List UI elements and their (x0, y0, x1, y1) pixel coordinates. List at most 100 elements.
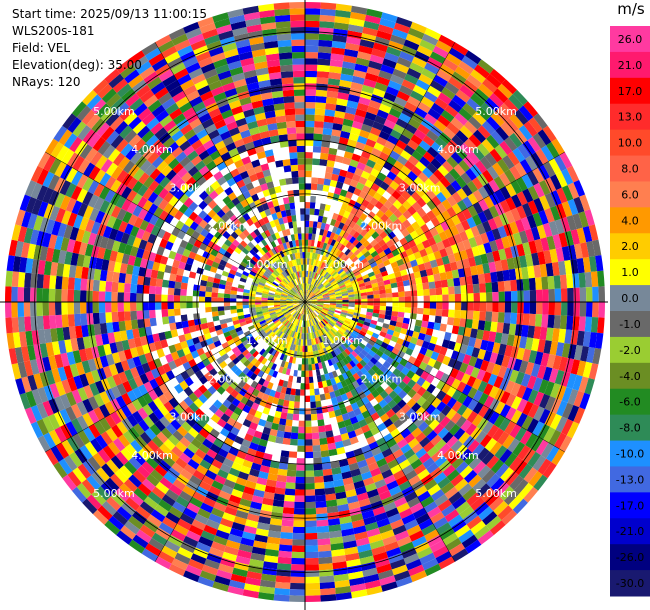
velocity-gate (391, 564, 408, 576)
velocity-gate (256, 444, 267, 453)
velocity-gate (242, 327, 250, 334)
velocity-gate (343, 540, 357, 549)
velocity-gate (394, 530, 410, 542)
velocity-gate (289, 589, 305, 596)
velocity-gate (281, 519, 294, 527)
velocity-gate (286, 296, 294, 299)
velocity-gate (480, 359, 490, 372)
velocity-gate (566, 373, 577, 389)
velocity-gate (355, 182, 365, 191)
velocity-gate (233, 376, 243, 385)
velocity-gate (352, 372, 361, 381)
velocity-gate (194, 513, 209, 525)
velocity-gate (380, 255, 389, 263)
velocity-gate (217, 302, 224, 307)
velocity-gate (358, 549, 373, 559)
velocity-gate (311, 312, 316, 318)
velocity-gate (415, 367, 425, 377)
velocity-gate (373, 417, 384, 427)
velocity-gate (74, 448, 88, 464)
velocity-gate (280, 525, 294, 533)
velocity-gate (305, 195, 311, 203)
velocity-gate (345, 226, 353, 234)
velocity-gate (231, 282, 239, 288)
velocity-gate (491, 281, 499, 293)
velocity-gate (165, 353, 174, 363)
velocity-gate (522, 387, 533, 402)
velocity-gate (67, 314, 75, 327)
velocity-gate (21, 346, 30, 362)
velocity-gate (175, 274, 183, 283)
velocity-gate (316, 315, 322, 322)
velocity-gate (124, 369, 134, 381)
velocity-gate (305, 489, 316, 496)
velocity-gate (323, 304, 330, 306)
velocity-gate (413, 129, 427, 141)
velocity-gate (151, 435, 164, 448)
velocity-gate (500, 333, 509, 345)
velocity-gate (240, 537, 255, 547)
velocity-gate (162, 346, 171, 356)
velocity-gate (249, 338, 257, 346)
velocity-gate (229, 328, 237, 335)
velocity-gate (121, 501, 136, 516)
velocity-gate (323, 326, 329, 333)
velocity-gate (352, 231, 361, 239)
velocity-gate (451, 456, 465, 470)
velocity-gate (286, 469, 297, 477)
velocity-gate (132, 387, 143, 399)
velocity-gate (411, 296, 418, 302)
velocity-gate (299, 313, 302, 321)
velocity-gate (366, 159, 376, 169)
velocity-gate (364, 371, 372, 380)
velocity-gate (283, 334, 288, 341)
velocity-gate (253, 343, 261, 351)
velocity-gate (198, 480, 212, 492)
velocity-gate (284, 425, 292, 433)
velocity-gate (249, 290, 257, 295)
velocity-gate (128, 539, 145, 554)
velocity-gate (225, 377, 234, 386)
velocity-gate (264, 485, 276, 494)
velocity-gate (334, 332, 341, 340)
velocity-gate (350, 513, 364, 523)
velocity-gate (155, 556, 172, 570)
velocity-gate (411, 56, 427, 69)
velocity-gate (481, 469, 496, 484)
velocity-gate (280, 412, 288, 420)
velocity-gate (61, 379, 72, 394)
velocity-gate (291, 426, 299, 434)
velocity-gate (523, 101, 539, 118)
velocity-gate (132, 469, 147, 484)
velocity-gate (314, 253, 318, 260)
velocity-gate (296, 319, 300, 326)
velocity-gate (487, 424, 499, 438)
velocity-gate (175, 321, 183, 330)
velocity-gate (439, 416, 451, 428)
velocity-gate (279, 353, 285, 361)
velocity-gate (335, 305, 343, 308)
velocity-gate (566, 165, 580, 183)
velocity-gate (561, 201, 573, 217)
velocity-gate (415, 257, 424, 266)
velocity-gate (339, 407, 348, 415)
velocity-gate (549, 341, 559, 356)
velocity-gate (340, 163, 350, 172)
velocity-gate (378, 195, 388, 205)
velocity-gate (199, 312, 207, 319)
velocity-gate (172, 259, 181, 268)
velocity-gate (329, 530, 343, 539)
velocity-gate (293, 514, 305, 521)
velocity-gate (376, 109, 389, 120)
velocity-gate (407, 379, 417, 389)
velocity-gate (371, 223, 381, 232)
velocity-gate (334, 579, 350, 588)
velocity-gate (471, 246, 481, 257)
velocity-gate (472, 111, 487, 126)
velocity-gate (573, 180, 586, 197)
velocity-gate (151, 486, 166, 500)
velocity-gate (445, 324, 454, 334)
velocity-gate (363, 216, 372, 225)
velocity-gate (295, 382, 301, 390)
velocity-gate (189, 373, 199, 383)
